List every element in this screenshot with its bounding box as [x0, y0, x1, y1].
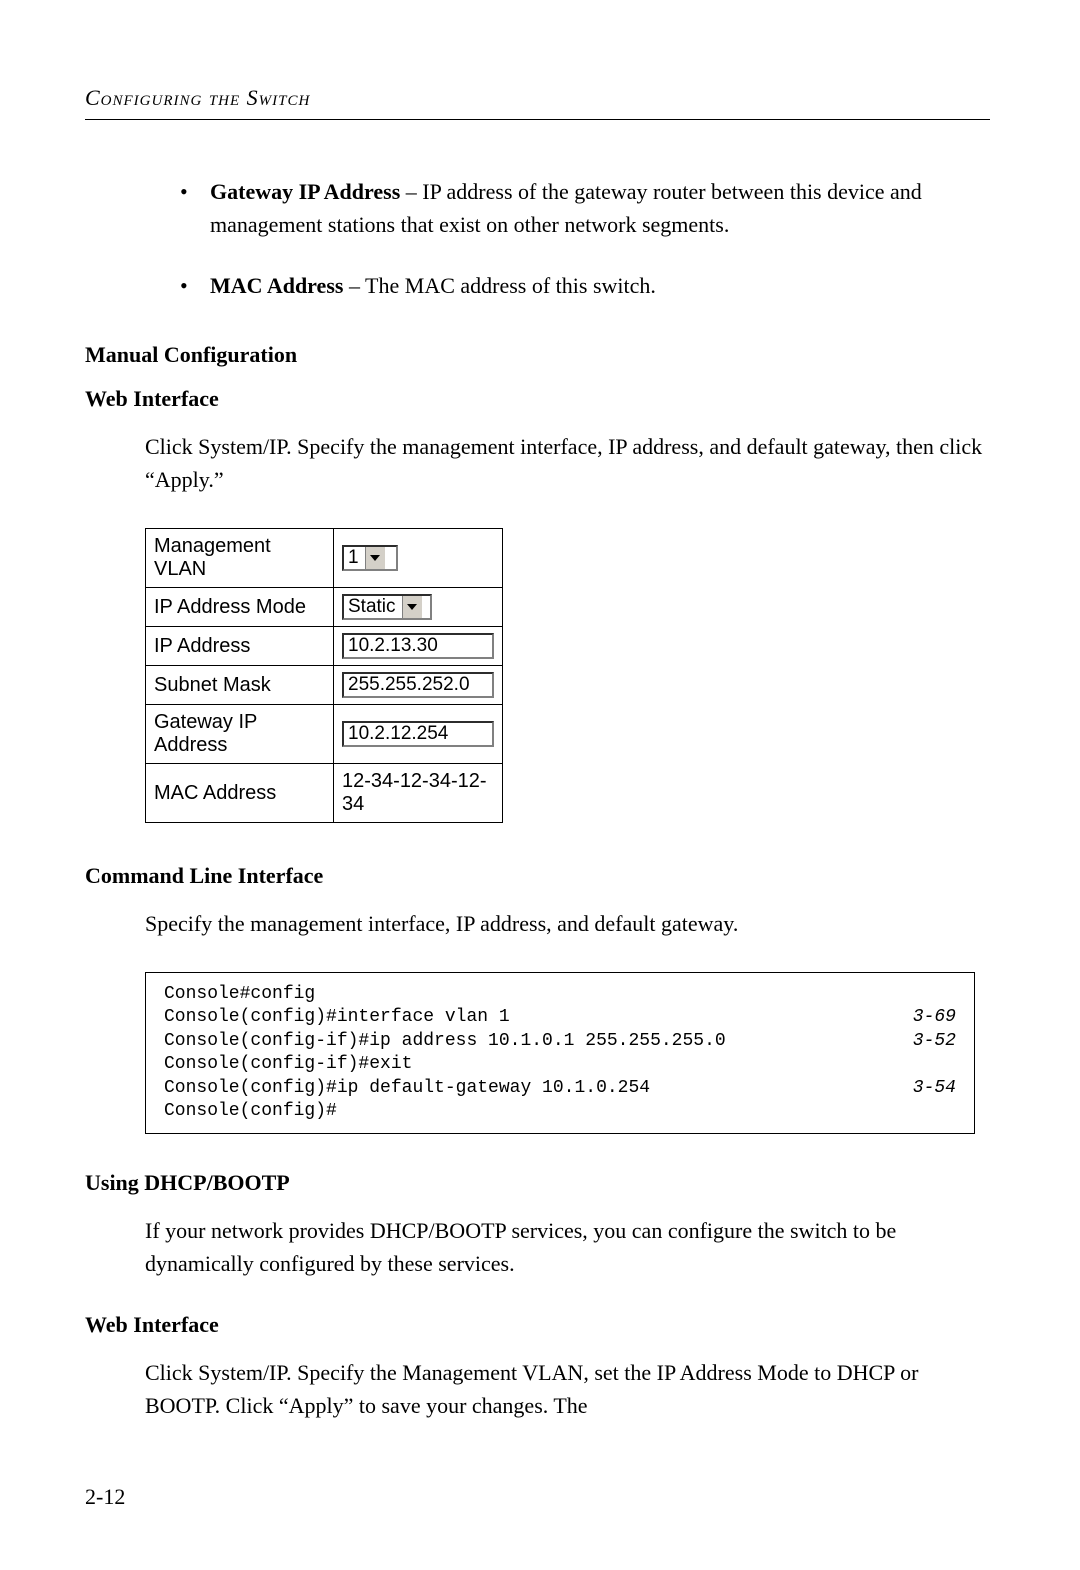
field-value-cell: 255.255.252.0	[334, 666, 503, 705]
head-rule	[85, 119, 990, 120]
field-label: IP Address	[146, 627, 334, 666]
list-item: Gateway IP Address – IP address of the g…	[180, 175, 990, 241]
field-value-cell: 12-34-12-34-12-34	[334, 764, 503, 823]
field-label: MAC Address	[146, 764, 334, 823]
field-value-cell: 10.2.13.30	[334, 627, 503, 666]
cli-line: Console(config)#ip default-gateway 10.1.…	[164, 1077, 956, 1100]
chevron-down-icon	[402, 596, 422, 618]
heading-manual-config: Manual Configuration	[85, 342, 990, 368]
select-value: 1	[344, 547, 365, 569]
field-label: IP Address Mode	[146, 588, 334, 627]
list-item: MAC Address – The MAC address of this sw…	[180, 269, 990, 302]
term: Gateway IP Address	[210, 179, 400, 204]
cli-ref: 3-54	[903, 1077, 956, 1100]
table-row: IP Address Mode Static	[146, 588, 503, 627]
page-number: 2-12	[85, 1484, 125, 1510]
paragraph: Click System/IP. Specify the Management …	[85, 1356, 990, 1422]
cli-cmd: Console#config	[164, 983, 946, 1006]
term-desc: – The MAC address of this switch.	[343, 273, 655, 298]
field-value-cell: Static	[334, 588, 503, 627]
ip-address-input[interactable]: 10.2.13.30	[342, 633, 494, 659]
cli-cmd: Console(config-if)#ip address 10.1.0.1 2…	[164, 1030, 903, 1053]
cli-cmd: Console(config)#ip default-gateway 10.1.…	[164, 1077, 903, 1100]
cli-ref	[946, 983, 956, 1006]
cli-ref	[946, 1053, 956, 1076]
heading-web-interface: Web Interface	[85, 386, 990, 412]
heading-web-interface-2: Web Interface	[85, 1312, 990, 1338]
heading-dhcp: Using DHCP/BOOTP	[85, 1170, 990, 1196]
chevron-down-icon	[365, 547, 385, 569]
ip-mode-select[interactable]: Static	[342, 594, 432, 620]
gateway-ip-input[interactable]: 10.2.12.254	[342, 721, 494, 747]
management-vlan-select[interactable]: 1	[342, 545, 398, 571]
table-row: Gateway IP Address 10.2.12.254	[146, 705, 503, 764]
field-value-cell: 1	[334, 529, 503, 588]
cli-line: Console(config-if)#exit	[164, 1053, 956, 1076]
cli-listing: Console#config Console(config)#interface…	[145, 972, 975, 1134]
cli-ref: 3-69	[903, 1006, 956, 1029]
subnet-mask-input[interactable]: 255.255.252.0	[342, 672, 494, 698]
cli-line: Console(config)#interface vlan 13-69	[164, 1006, 956, 1029]
running-head: Configuring the Switch	[85, 85, 990, 111]
cli-cmd: Console(config)#	[164, 1100, 946, 1123]
table-row: Management VLAN 1	[146, 529, 503, 588]
field-label: Subnet Mask	[146, 666, 334, 705]
paragraph: Click System/IP. Specify the management …	[85, 430, 990, 496]
definition-list: Gateway IP Address – IP address of the g…	[85, 175, 990, 302]
paragraph: If your network provides DHCP/BOOTP serv…	[85, 1214, 990, 1280]
mac-address-value: 12-34-12-34-12-34	[342, 770, 487, 815]
cli-line: Console(config)#	[164, 1100, 956, 1123]
cli-ref	[946, 1100, 956, 1123]
cli-ref: 3-52	[903, 1030, 956, 1053]
heading-cli: Command Line Interface	[85, 863, 990, 889]
paragraph: Specify the management interface, IP add…	[85, 907, 990, 940]
cli-line: Console(config-if)#ip address 10.1.0.1 2…	[164, 1030, 956, 1053]
ip-config-table: Management VLAN 1 IP Address Mode Static	[145, 528, 503, 823]
select-value: Static	[344, 596, 402, 618]
cli-cmd: Console(config)#interface vlan 1	[164, 1006, 903, 1029]
table-row: MAC Address 12-34-12-34-12-34	[146, 764, 503, 823]
field-label: Gateway IP Address	[146, 705, 334, 764]
field-value-cell: 10.2.12.254	[334, 705, 503, 764]
cli-cmd: Console(config-if)#exit	[164, 1053, 946, 1076]
table-row: IP Address 10.2.13.30	[146, 627, 503, 666]
cli-line: Console#config	[164, 983, 956, 1006]
table-row: Subnet Mask 255.255.252.0	[146, 666, 503, 705]
term: MAC Address	[210, 273, 343, 298]
field-label: Management VLAN	[146, 529, 334, 588]
